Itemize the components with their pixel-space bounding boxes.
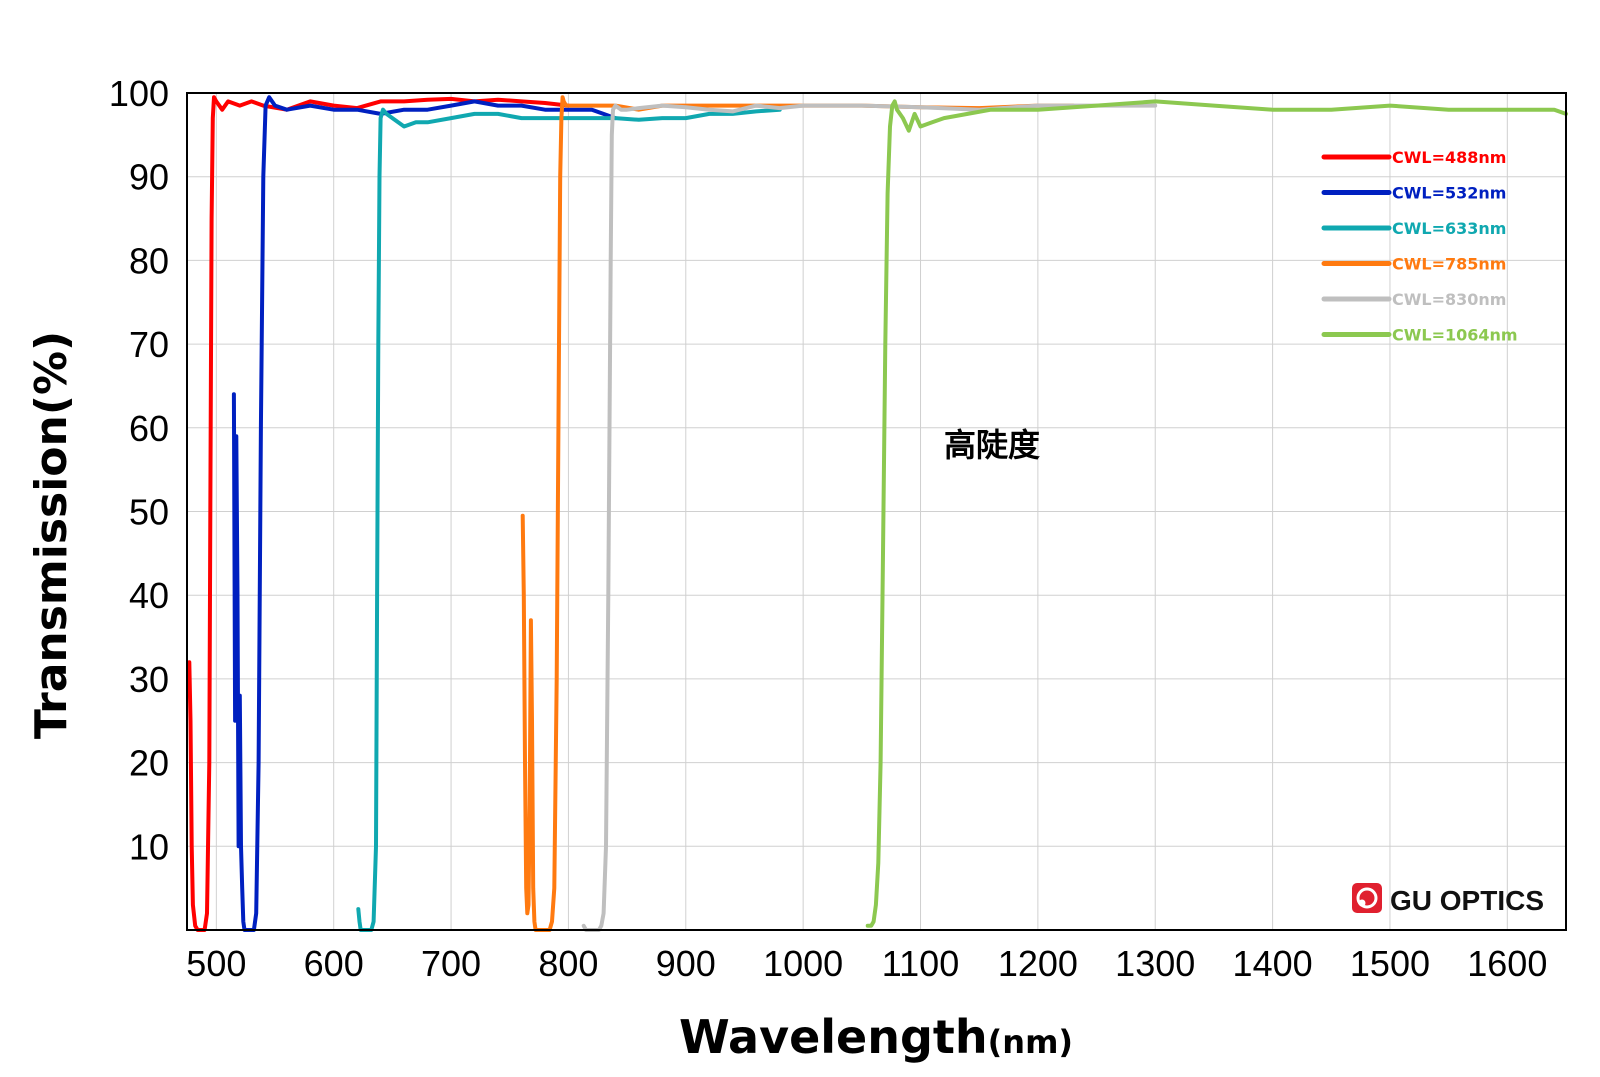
brand-logo: GU OPTICS: [1352, 883, 1544, 916]
y-tick-label: 90: [129, 157, 169, 198]
legend-label: CWL=488nm: [1392, 148, 1506, 167]
x-tick-label: 900: [656, 943, 716, 984]
x-tick-label: 1000: [763, 943, 843, 984]
x-tick-label: 600: [304, 943, 364, 984]
x-tick-label: 500: [186, 943, 246, 984]
legend-label: CWL=532nm: [1392, 184, 1506, 203]
series-line-cwl-785nm: [520, 95, 1076, 932]
brand-logo-ring: [1356, 887, 1378, 909]
x-tick-label: 800: [538, 943, 598, 984]
x-tick-label: 1500: [1350, 943, 1430, 984]
chart-annotation: 高陡度: [944, 426, 1040, 464]
legend-label: CWL=1064nm: [1392, 326, 1518, 345]
legend-label: CWL=633nm: [1392, 219, 1506, 238]
x-tick-label: 1400: [1233, 943, 1313, 984]
y-tick-label: 20: [129, 743, 169, 784]
x-axis-title-main: Wavelength: [679, 1010, 988, 1064]
y-tick-label: 80: [129, 240, 169, 281]
series-line-cwl-1064nm: [865, 99, 1568, 928]
tick-labels: 500 600 700 800 900 1000 1100 1200 1300 1400 1500 1…: [109, 73, 1547, 984]
brand-logo-icon: [1352, 883, 1382, 913]
y-tick-label: 70: [129, 324, 169, 365]
x-tick-label: 1100: [882, 943, 959, 984]
y-tick-label: 50: [129, 492, 169, 533]
x-tick-label: 1200: [998, 943, 1078, 984]
legend-label: CWL=830nm: [1392, 290, 1506, 309]
brand-name: GU OPTICS: [1390, 885, 1544, 916]
series-line-cwl-532nm: [231, 95, 618, 932]
x-tick-label: 1300: [1115, 943, 1195, 984]
legend-label: CWL=785nm: [1392, 255, 1506, 274]
x-tick-label: 1600: [1467, 943, 1547, 984]
legend: CWL=488nm CWL=532nm CWL=633nm CWL=785nm CWL=…: [1321, 148, 1518, 345]
brand-logo-dot: [1358, 899, 1366, 907]
x-tick-label: 700: [421, 943, 481, 984]
y-tick-label: 60: [129, 408, 169, 449]
y-tick-label: 100: [109, 73, 169, 114]
x-axis-title-unit: (nm): [988, 1023, 1073, 1061]
y-tick-label: 30: [129, 659, 169, 700]
y-axis-title: Transmission(%): [26, 331, 77, 739]
y-tick-label: 10: [129, 826, 169, 867]
x-axis-title: Wavelength(nm): [679, 1010, 1073, 1064]
y-tick-label: 40: [129, 575, 169, 616]
plot-frame: [186, 92, 1567, 931]
